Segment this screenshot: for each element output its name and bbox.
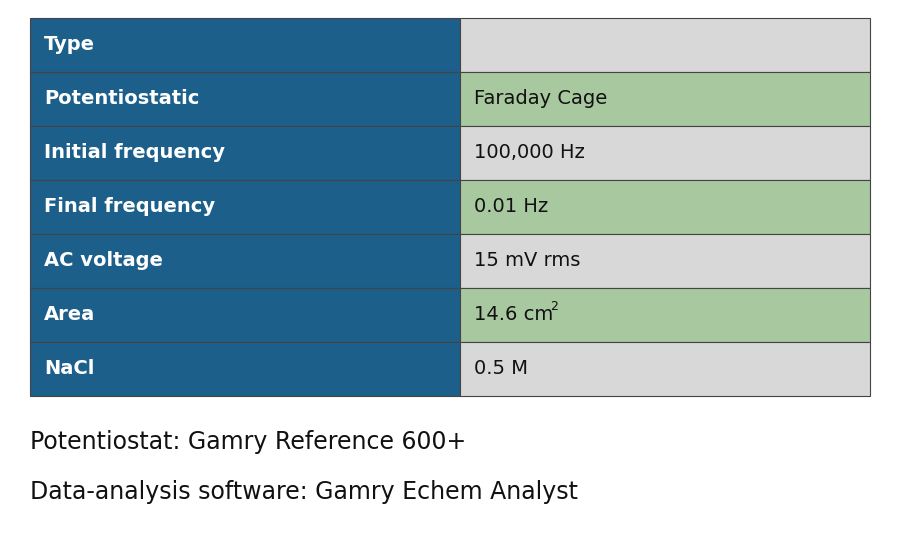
Text: Faraday Cage: Faraday Cage — [474, 90, 608, 108]
Text: Data-analysis software: Gamry Echem Analyst: Data-analysis software: Gamry Echem Anal… — [30, 480, 578, 504]
Text: 14.6 cm: 14.6 cm — [474, 305, 554, 324]
Bar — [30, 288, 460, 342]
Bar — [30, 18, 460, 72]
Text: Initial frequency: Initial frequency — [44, 144, 225, 162]
Bar — [460, 72, 870, 126]
Bar — [460, 288, 870, 342]
Text: 2: 2 — [550, 300, 558, 313]
Text: NaCl: NaCl — [44, 360, 94, 378]
Text: Potentiostatic: Potentiostatic — [44, 90, 200, 108]
Bar — [30, 126, 460, 180]
Bar — [460, 126, 870, 180]
Bar — [460, 342, 870, 396]
Bar — [30, 342, 460, 396]
Bar — [30, 180, 460, 234]
Bar — [460, 234, 870, 288]
Text: 0.01 Hz: 0.01 Hz — [474, 197, 548, 217]
Text: Area: Area — [44, 305, 95, 324]
Bar — [460, 180, 870, 234]
Text: Type: Type — [44, 36, 95, 54]
Text: 0.5 M: 0.5 M — [474, 360, 528, 378]
Text: 100,000 Hz: 100,000 Hz — [474, 144, 585, 162]
Text: AC voltage: AC voltage — [44, 251, 163, 271]
Bar — [30, 72, 460, 126]
Bar — [30, 234, 460, 288]
Text: Final frequency: Final frequency — [44, 197, 215, 217]
Text: Potentiostat: Gamry Reference 600+: Potentiostat: Gamry Reference 600+ — [30, 430, 466, 454]
Bar — [460, 18, 870, 72]
Text: 15 mV rms: 15 mV rms — [474, 251, 580, 271]
